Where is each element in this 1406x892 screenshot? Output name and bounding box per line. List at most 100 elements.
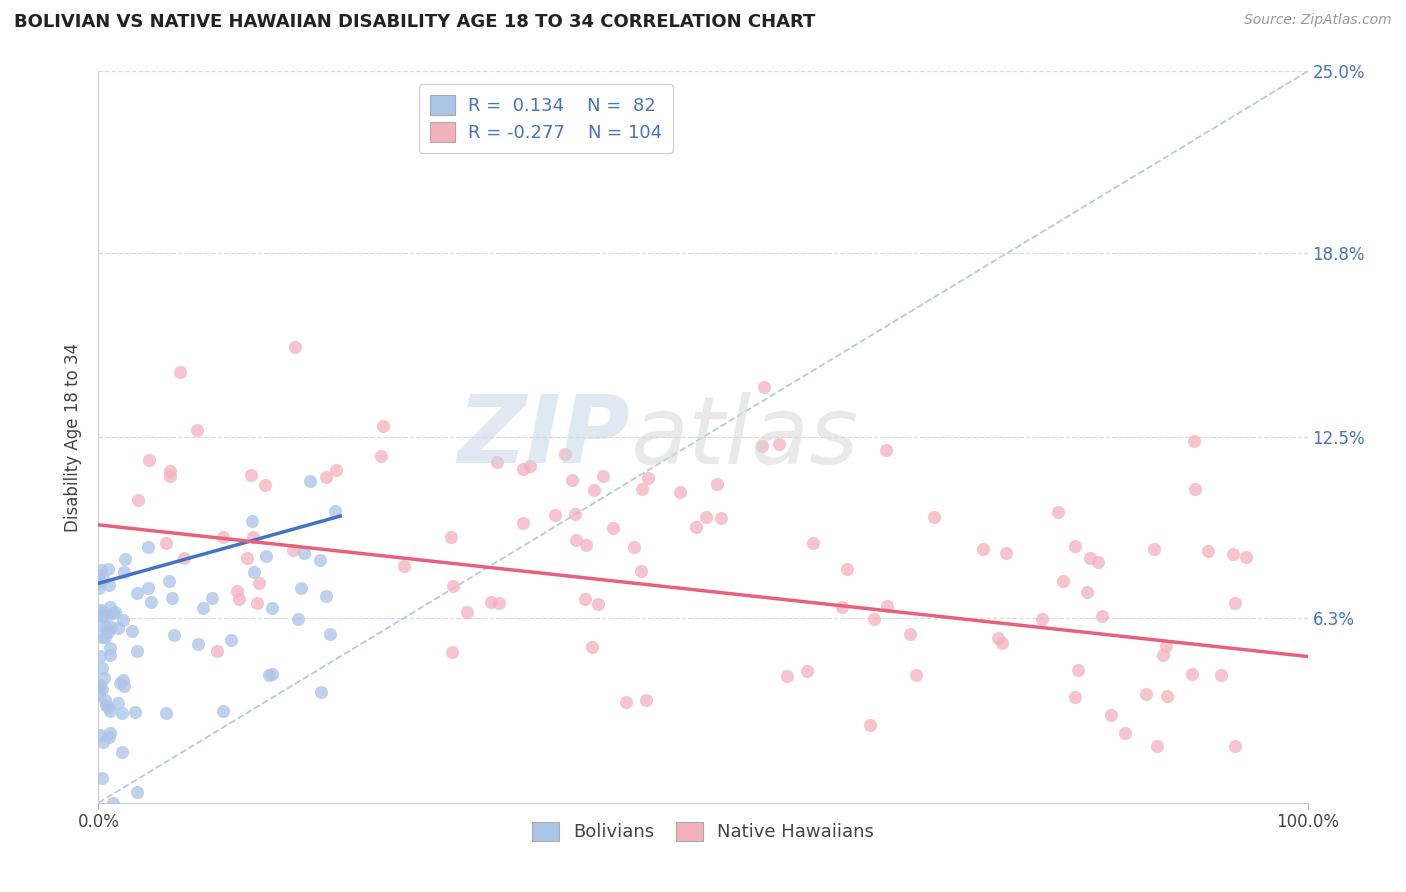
Point xyxy=(1152,648,1174,662)
Point xyxy=(98,730,121,744)
Point xyxy=(1197,544,1219,558)
Point xyxy=(592,469,614,483)
Point xyxy=(614,695,637,709)
Point xyxy=(1234,550,1257,565)
Point xyxy=(370,449,392,463)
Point xyxy=(1046,505,1069,519)
Point xyxy=(121,624,143,639)
Point xyxy=(90,771,112,785)
Point xyxy=(898,627,921,641)
Point xyxy=(91,572,114,586)
Point xyxy=(876,599,898,614)
Point xyxy=(752,380,775,394)
Point xyxy=(114,552,136,566)
Point xyxy=(136,581,159,595)
Point xyxy=(173,550,195,565)
Point xyxy=(685,520,707,534)
Point xyxy=(91,630,114,644)
Point xyxy=(554,447,576,461)
Point xyxy=(904,668,927,682)
Point xyxy=(90,563,112,577)
Point xyxy=(125,644,148,658)
Point xyxy=(111,613,134,627)
Point xyxy=(1064,539,1087,553)
Point xyxy=(225,584,247,599)
Point xyxy=(486,455,509,469)
Point xyxy=(1063,690,1085,704)
Point xyxy=(1156,690,1178,704)
Point xyxy=(1222,548,1244,562)
Point xyxy=(995,546,1018,560)
Point xyxy=(1184,482,1206,496)
Text: Source: ZipAtlas.com: Source: ZipAtlas.com xyxy=(1244,13,1392,28)
Point xyxy=(187,637,209,651)
Point xyxy=(246,596,269,610)
Point xyxy=(751,438,773,452)
Point xyxy=(89,728,111,742)
Point xyxy=(831,600,853,615)
Point xyxy=(1076,585,1098,599)
Point xyxy=(440,530,463,544)
Point xyxy=(292,546,315,560)
Point xyxy=(89,678,111,692)
Point xyxy=(583,483,606,497)
Point xyxy=(479,595,502,609)
Point xyxy=(87,680,110,694)
Point xyxy=(87,687,110,701)
Point xyxy=(98,599,121,614)
Point xyxy=(564,508,586,522)
Point xyxy=(586,597,609,611)
Point xyxy=(98,648,121,662)
Point xyxy=(801,536,824,550)
Point xyxy=(987,632,1010,646)
Point xyxy=(1080,551,1102,566)
Point xyxy=(1052,574,1074,589)
Point xyxy=(219,632,242,647)
Point xyxy=(91,608,114,623)
Point xyxy=(1031,612,1053,626)
Point xyxy=(315,470,337,484)
Point xyxy=(668,485,690,500)
Point xyxy=(254,549,277,563)
Point xyxy=(1066,663,1088,677)
Point xyxy=(254,477,277,491)
Point xyxy=(212,704,235,718)
Point xyxy=(710,511,733,525)
Point xyxy=(127,586,149,600)
Point xyxy=(159,469,181,483)
Point xyxy=(1087,556,1109,570)
Point xyxy=(98,578,121,592)
Point xyxy=(212,530,235,544)
Point xyxy=(94,620,117,634)
Point xyxy=(1146,739,1168,754)
Point xyxy=(1211,667,1233,681)
Point xyxy=(97,624,120,639)
Point xyxy=(298,474,321,488)
Point xyxy=(103,796,125,810)
Point xyxy=(768,437,790,451)
Point xyxy=(309,685,332,699)
Point xyxy=(512,516,534,530)
Point xyxy=(107,696,129,710)
Point xyxy=(89,648,111,663)
Point xyxy=(257,667,280,681)
Point xyxy=(169,365,191,379)
Point xyxy=(1225,739,1247,754)
Point xyxy=(104,606,127,620)
Point xyxy=(138,453,160,467)
Point xyxy=(242,565,264,579)
Point xyxy=(91,661,114,675)
Point xyxy=(1156,639,1178,653)
Point xyxy=(262,601,284,615)
Point xyxy=(776,669,799,683)
Point xyxy=(519,459,541,474)
Point xyxy=(155,706,177,721)
Point xyxy=(205,644,228,658)
Point xyxy=(94,630,117,644)
Point xyxy=(630,564,652,578)
Text: atlas: atlas xyxy=(630,392,859,483)
Point xyxy=(1135,687,1157,701)
Point xyxy=(1181,667,1204,681)
Point xyxy=(863,612,886,626)
Point xyxy=(108,676,131,690)
